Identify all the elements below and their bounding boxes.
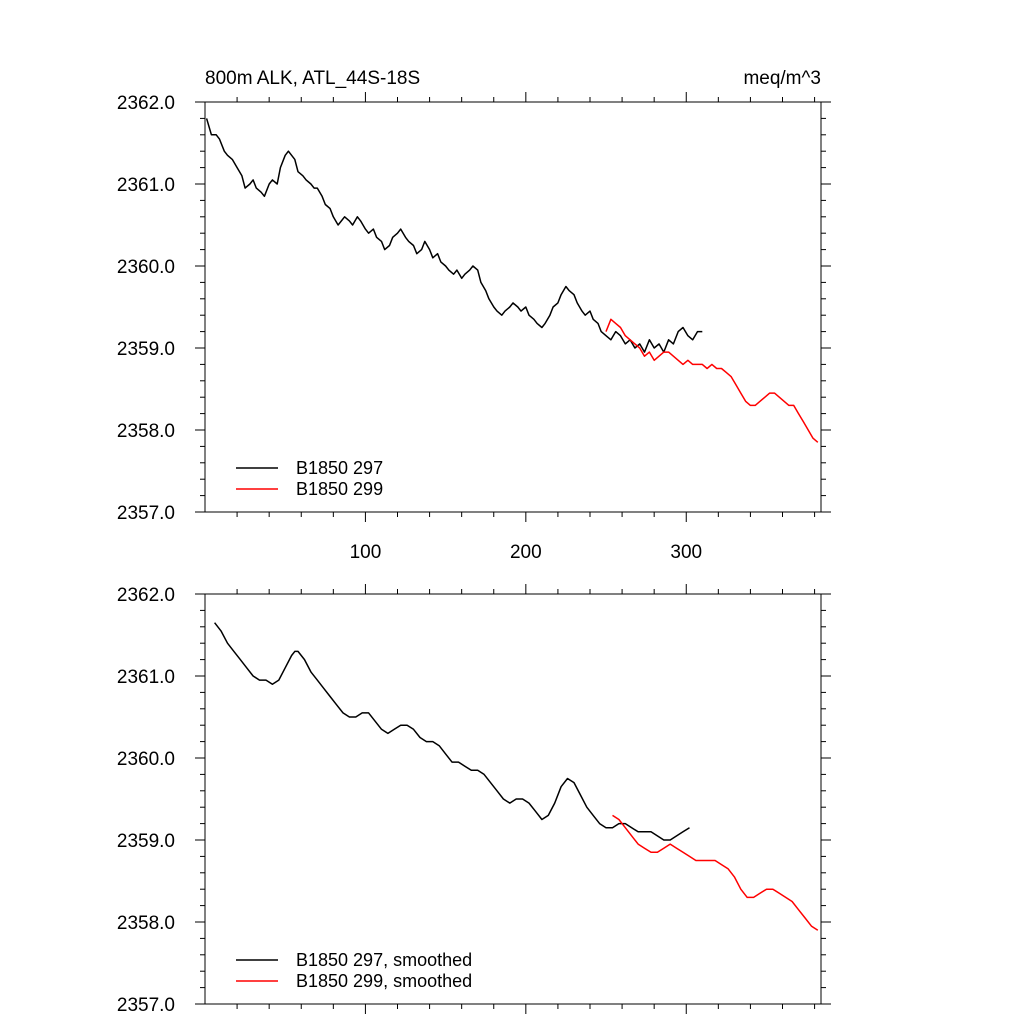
chart-title: 800m ALK, ATL_44S-18S	[205, 68, 420, 89]
y-axis-labels: 2357.0 2358.0 2359.0 2360.0 2361.0 2362.0	[117, 93, 175, 524]
y-tick-label: 2358.0	[117, 913, 175, 934]
y-tick-label: 2360.0	[117, 749, 175, 770]
y-tick-label: 2357.0	[117, 995, 175, 1016]
axis-ticks	[195, 584, 831, 1014]
y-tick-label: 2362.0	[117, 93, 175, 114]
series-lines	[205, 118, 819, 443]
series-lines	[214, 622, 819, 931]
y-tick-label: 2358.0	[117, 421, 175, 442]
y-tick-label: 2359.0	[117, 831, 175, 852]
legend-label: B1850 299	[296, 479, 383, 499]
y-tick-label: 2361.0	[117, 175, 175, 196]
series-line	[205, 118, 703, 353]
legend-label: B1850 299, smoothed	[296, 971, 472, 991]
series-line	[605, 318, 819, 443]
y-axis-labels: 2357.0 2358.0 2359.0 2360.0 2361.0 2362.0	[117, 585, 175, 1016]
plot-frame	[204, 101, 822, 513]
y-tick-label: 2357.0	[117, 503, 175, 524]
legend-label: B1850 297	[296, 458, 383, 478]
series-line	[612, 814, 819, 931]
x-tick-label: 100	[350, 542, 382, 563]
units-label: meq/m^3	[743, 68, 821, 89]
y-tick-label: 2361.0	[117, 667, 175, 688]
x-axis-labels: 100 200 300	[350, 542, 703, 563]
x-tick-label: 200	[510, 542, 542, 563]
y-tick-label: 2360.0	[117, 257, 175, 278]
y-tick-label: 2362.0	[117, 585, 175, 606]
y-tick-label: 2359.0	[117, 339, 175, 360]
series-line	[214, 622, 690, 841]
bottom-panel: 2357.0 2358.0 2359.0 2360.0 2361.0 2362.0 B18…	[117, 584, 831, 1016]
legend-label: B1850 297, smoothed	[296, 950, 472, 970]
x-tick-label: 300	[670, 542, 702, 563]
axis-ticks	[195, 92, 831, 522]
top-panel: 800m ALK, ATL_44S-18S meq/m^3 2357.0 2358…	[117, 68, 831, 563]
plot-frame	[204, 593, 822, 1005]
